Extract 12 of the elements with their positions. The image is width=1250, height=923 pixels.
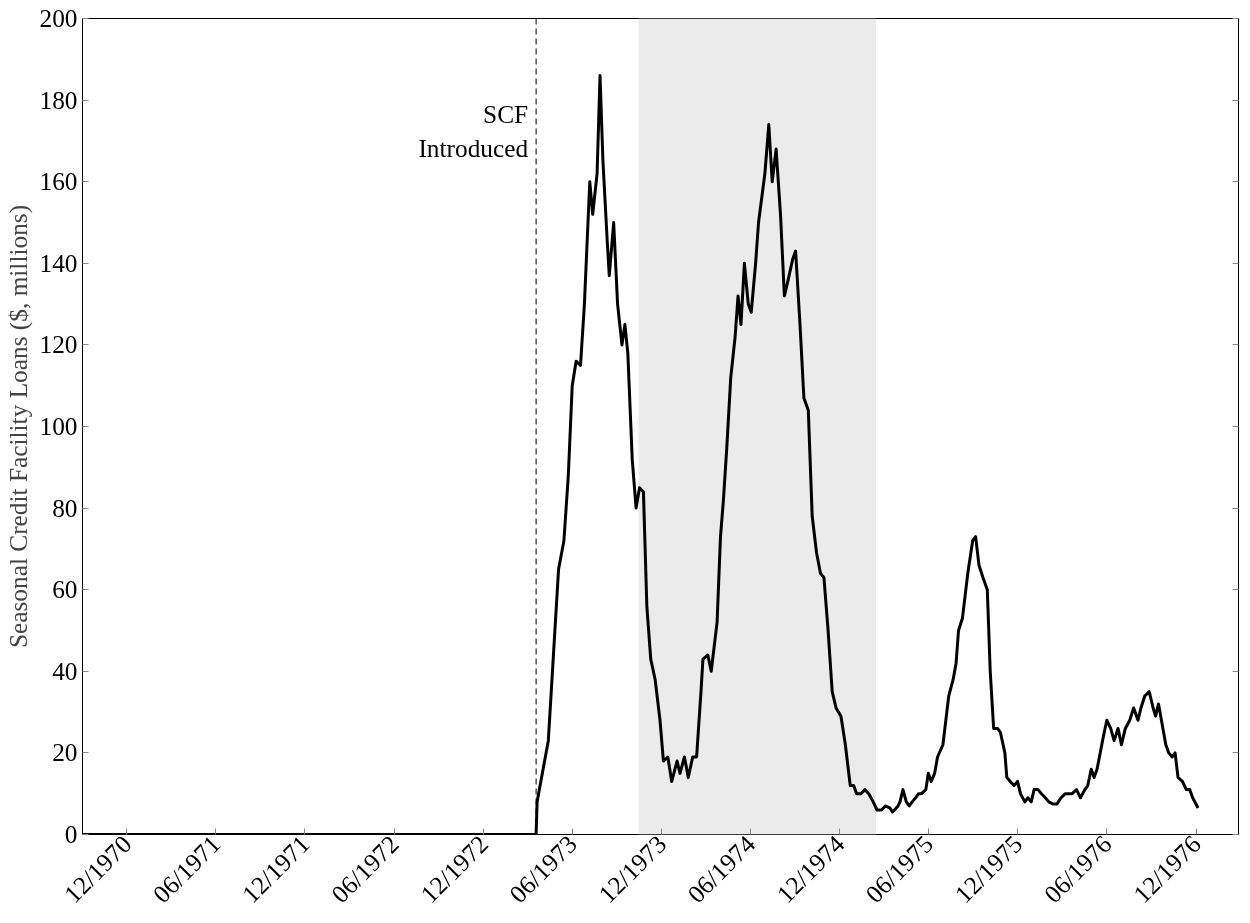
y-tick-label: 200: [39, 4, 78, 32]
ref-line-label: SCF Introduced: [418, 100, 529, 162]
y-tick-label: 180: [39, 85, 78, 114]
y-tick-label: 160: [39, 167, 78, 196]
y-axis-title: Seasonal Credit Facility Loans ($, millions): [3, 204, 33, 649]
y-tick-label: 100: [39, 412, 78, 440]
y-tick-label: 20: [52, 738, 78, 767]
y-tick-label: 60: [52, 575, 78, 604]
y-tick-label: 80: [52, 493, 78, 522]
y-tick-label: 40: [52, 656, 78, 685]
y-tick-label: 140: [39, 248, 78, 277]
y-tick-label: 120: [39, 330, 78, 359]
